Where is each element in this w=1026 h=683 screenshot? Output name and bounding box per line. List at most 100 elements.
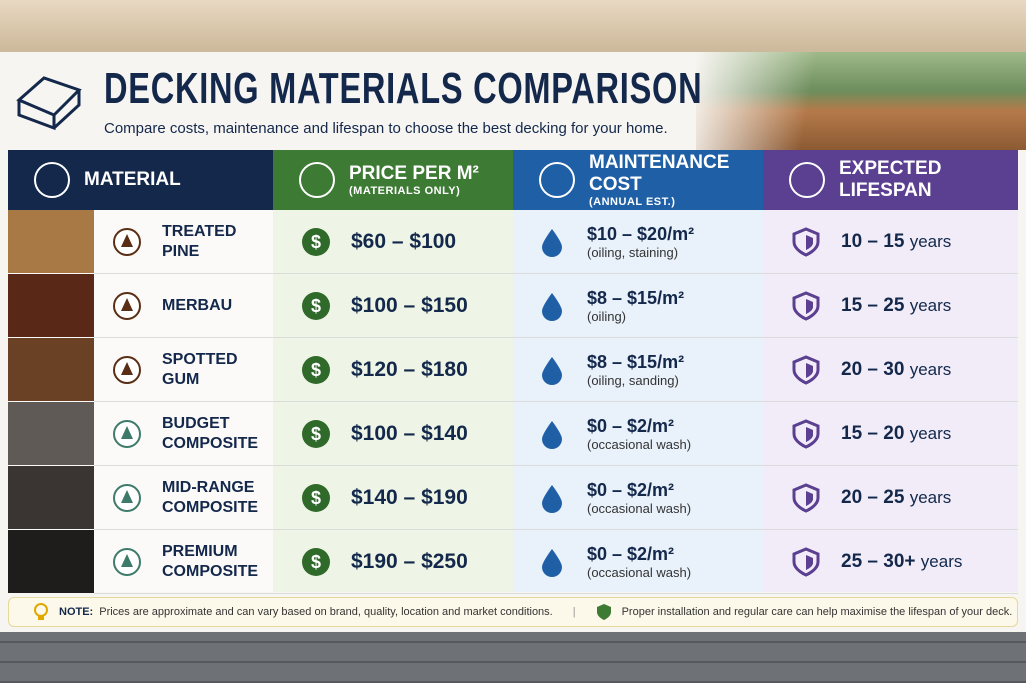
wood-swatch [8, 274, 94, 337]
drop-icon [542, 548, 562, 577]
maintenance-cost: $0 – $2/m² [587, 415, 675, 436]
lifespan-range: 20 – 25 [841, 486, 905, 508]
material-line: TREATED PINE [162, 222, 237, 260]
note: Prices are approximate and can vary base… [99, 606, 553, 618]
material-line: COMPOSITE [162, 562, 259, 580]
maintenance-cell: $0 – $2/m² (occasional wash) [513, 466, 763, 530]
price: $190 – $250 [351, 549, 468, 573]
maintenance-note: (oiling, staining) [587, 244, 679, 260]
price-cell: $ $120 – $180 [273, 338, 513, 402]
material-cell: TREATED PINE [94, 210, 273, 274]
wood-swatch [8, 530, 94, 593]
subtitle: Compare costs, maintenance and lifespan … [104, 120, 668, 137]
shield-icon [792, 418, 820, 449]
lifespan: 20 – 30 years [841, 359, 951, 381]
lifespan-range: 25 – 30+ [841, 550, 916, 572]
column-header: MATERIAL [8, 150, 273, 210]
material-name: TREATED PINE [162, 222, 273, 262]
lifespan-range: 10 – 15 [841, 230, 905, 252]
maintenance: $8 – $15/m² (oiling, sanding) [587, 352, 684, 388]
column-title: EXPECTED LIFESPAN [839, 158, 942, 201]
divider: | [572, 606, 576, 618]
shield-icon [792, 546, 820, 577]
price: $60 – $100 [351, 229, 457, 253]
note-label: NOTE: [59, 606, 94, 618]
header-icon [789, 162, 825, 198]
material-cell: SPOTTED GUM [94, 338, 273, 402]
maintenance-cell: $8 – $15/m² (oiling, sanding) [513, 338, 763, 402]
lifespan: 15 – 20 years [841, 423, 951, 445]
lifespan-unit: years [909, 423, 952, 443]
dollar-icon: $ [302, 419, 330, 448]
maintenance: $0 – $2/m² (occasional wash) [587, 544, 691, 580]
maintenance-note: (occasional wash) [587, 564, 692, 580]
lifespan: 20 – 25 years [841, 487, 951, 509]
maintenance: $0 – $2/m² (occasional wash) [587, 480, 691, 516]
maintenance-cost: $0 – $2/m² [587, 543, 675, 564]
maintenance-note: (oiling) [587, 308, 627, 324]
lifespan-range: 15 – 25 [841, 294, 905, 316]
maintenance: $0 – $2/m² (occasional wash) [587, 416, 691, 452]
maintenance: $10 – $20/m² (oiling, staining) [587, 224, 694, 260]
lifespan-cell: 10 – 15 years [763, 210, 1018, 274]
price-cell: $ $100 – $150 [273, 274, 513, 338]
wood-swatch [8, 466, 94, 529]
price-cell: $ $60 – $100 [273, 210, 513, 274]
material-name: SPOTTED GUM [162, 350, 273, 390]
header-text: EXPECTED LIFESPAN [839, 158, 1018, 202]
maintenance-cell: $0 – $2/m² (occasional wash) [513, 402, 763, 466]
maintenance-note: (oiling, sanding) [587, 372, 679, 388]
logo-icon [16, 76, 82, 131]
maintenance-cost: $8 – $15/m² [587, 287, 685, 308]
material-cell: BUDGET COMPOSITE [94, 402, 273, 466]
material-cell: MID-RANGE COMPOSITE [94, 466, 273, 530]
wood-swatch [8, 402, 94, 465]
maintenance-cost: $8 – $15/m² [587, 351, 685, 372]
maintenance-cost: $10 – $20/m² [587, 223, 695, 244]
shield-icon [596, 604, 611, 620]
price-cell: $ $100 – $140 [273, 402, 513, 466]
lifespan-unit: years [909, 487, 952, 507]
material-icon [113, 291, 141, 320]
footer: NOTE: Prices are approximate and can var… [8, 597, 1018, 627]
lifespan: 25 – 30+ years [841, 551, 962, 573]
lifespan-range: 20 – 30 [841, 358, 905, 380]
drop-icon [542, 484, 562, 513]
shield-icon [792, 290, 820, 321]
material-icon [113, 419, 141, 448]
lifespan-unit: years [909, 295, 952, 315]
price-cell: $ $190 – $250 [273, 530, 513, 594]
header-text: PRICE PER M² (MATERIALS ONLY) [349, 163, 479, 197]
tip: Proper installation and regular care can… [621, 606, 1013, 618]
maintenance-note: (occasional wash) [587, 500, 692, 516]
drop-icon [542, 420, 562, 449]
header-icon [539, 162, 575, 198]
price-cell: $ $140 – $190 [273, 466, 513, 530]
material-name: MID-RANGE COMPOSITE [162, 478, 258, 518]
material-name: PREMIUM COMPOSITE [162, 542, 258, 582]
price: $140 – $190 [351, 485, 468, 509]
column-title: MAINTENANCE COST [589, 152, 730, 195]
lifespan-cell: 15 – 25 years [763, 274, 1018, 338]
material-cell: PREMIUM COMPOSITE [94, 530, 273, 594]
column-header: EXPECTED LIFESPAN [763, 150, 1018, 210]
shield-icon [792, 482, 820, 513]
dollar-icon: $ [302, 227, 330, 256]
dollar-icon: $ [302, 355, 330, 384]
lifespan-cell: 20 – 30 years [763, 338, 1018, 402]
material-cell: MERBAU [94, 274, 273, 338]
wood-swatch [8, 210, 94, 273]
material-line: SPOTTED GUM [162, 350, 238, 388]
material-line: PREMIUM [162, 542, 238, 560]
material-name: BUDGET COMPOSITE [162, 414, 258, 454]
patio-image [696, 52, 1026, 150]
material-line: MERBAU [162, 296, 233, 314]
header-text: MAINTENANCE COST (ANNUAL EST.) [589, 152, 763, 208]
dollar-icon: $ [302, 547, 330, 576]
price: $120 – $180 [351, 357, 468, 381]
material-icon [113, 483, 141, 512]
svg-text:$: $ [311, 424, 321, 444]
drop-icon [542, 356, 562, 385]
